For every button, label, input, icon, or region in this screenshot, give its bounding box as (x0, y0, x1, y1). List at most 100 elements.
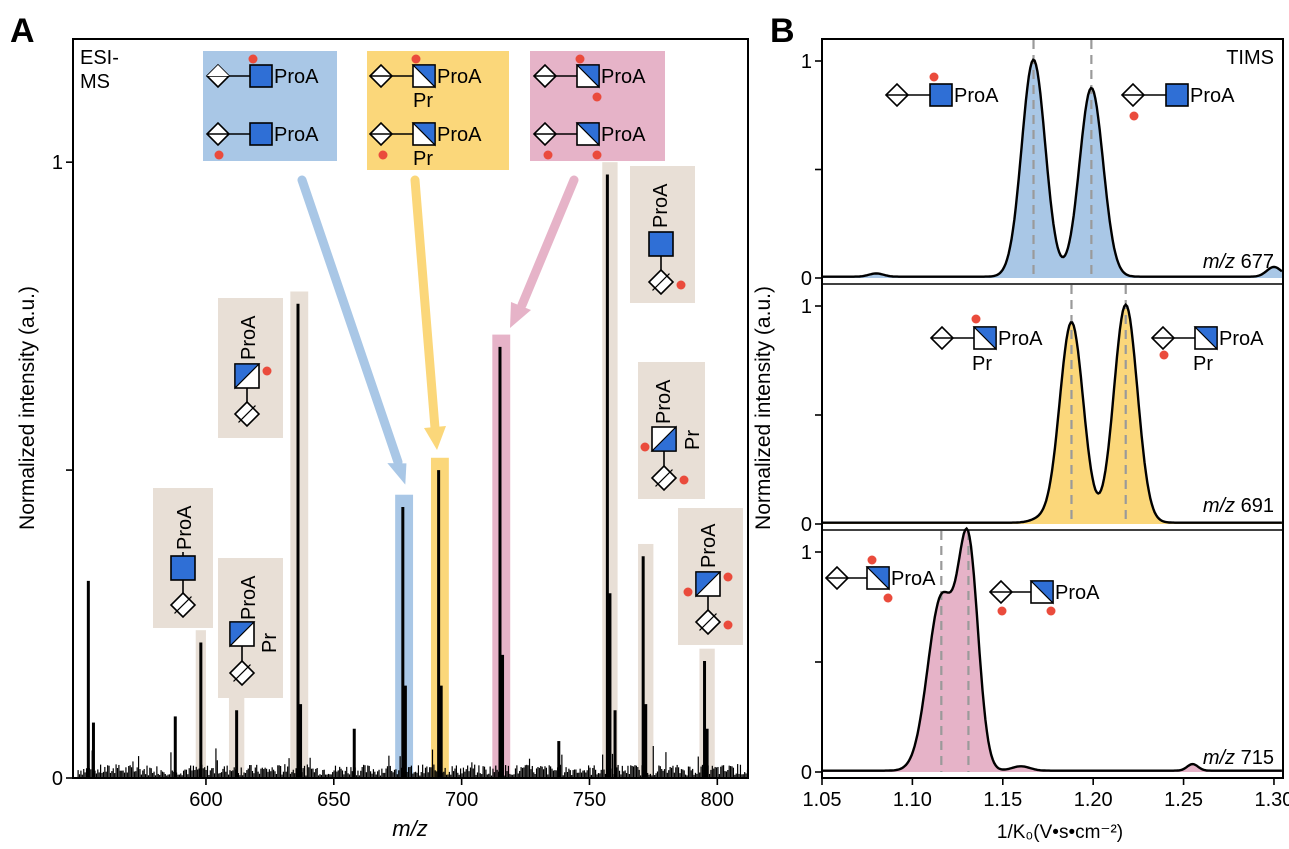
panel-b: B 1.05 1.10 1.15 1.20 1.25 1.30 0 1 0 1 0 1 Normal… (752, 12, 1289, 843)
x-axis-label-a: m/z (392, 816, 427, 841)
fucose-dot (723, 620, 733, 630)
glycan-blue-1: ProA (205, 54, 319, 89)
x-tick-label: 1.25 (1164, 789, 1203, 811)
proa-label: ProA (1219, 328, 1264, 350)
tims-curve (822, 58, 1283, 278)
fucose-dot (676, 280, 686, 290)
x-tick-label: 600 (189, 789, 222, 811)
proa-label: ProA (998, 328, 1043, 350)
tims-curve (822, 526, 1282, 772)
glycan-pink-1: ProA (532, 54, 646, 102)
peak-label-636: ProA (218, 298, 283, 438)
proa-label: ProA (650, 183, 672, 228)
y-axis-label-a: Normalized intensity (a.u.) (16, 286, 39, 530)
fucose-dot (1046, 606, 1056, 616)
y-axis-label-b: Normalized intensity (a.u.) (752, 286, 775, 530)
proa-label: ProA (601, 124, 646, 146)
mz-label-691: m/z 691 (1203, 495, 1274, 517)
proa-label: ProA (1055, 582, 1100, 604)
glycan-blue-2: ProA (205, 121, 319, 160)
tims-area (822, 59, 1283, 278)
y-ticks-b: 0 1 0 1 0 1 (801, 51, 822, 784)
y-tick-label: 1 (801, 51, 812, 73)
fucose-dot (997, 606, 1007, 616)
pr-label: Pr (972, 353, 992, 375)
proa-label: ProA (1190, 85, 1235, 107)
x-tick-label: 650 (317, 789, 350, 811)
esi-label-line2: MS (80, 71, 110, 93)
y-tick-label: 1 (801, 542, 812, 564)
fucose-dot (971, 314, 981, 324)
glycan-b2-left: ProA Pr (929, 314, 1043, 375)
fucose-dot (592, 150, 602, 160)
y-tick-label: 0 (801, 762, 812, 784)
glycan-pink-2: ProA (532, 121, 646, 160)
proa-label: ProA (238, 575, 260, 620)
peak-label-795: ProA (678, 508, 743, 645)
mz-value: 691 (1241, 495, 1274, 517)
glycan-yellow-2: ProA Pr (368, 121, 482, 170)
mz-prefix: m/z (1203, 747, 1235, 769)
mz-prefix: m/z (1203, 251, 1235, 273)
pr-label: Pr (259, 633, 281, 653)
tims-subplot-715 (822, 526, 1283, 772)
tims-area (822, 528, 1283, 772)
mz-value: 715 (1241, 747, 1274, 769)
x-tick-label: 700 (445, 789, 478, 811)
proa-label: ProA (274, 124, 319, 146)
y-tick-label: 0 (801, 268, 812, 290)
x-tick-label: 1.30 (1254, 789, 1289, 811)
peak-label-598: ProA (153, 488, 213, 628)
legend-box-yellow (367, 51, 509, 170)
proa-label: ProA (174, 505, 196, 550)
fucose-dot (378, 150, 388, 160)
glycan-b1-right: ProA (1120, 82, 1235, 121)
axes-frame-a (72, 38, 749, 779)
tims-subplot-677 (822, 40, 1283, 278)
arrow-pink (510, 175, 579, 328)
fucose-dot (929, 72, 939, 82)
mass-spectrum (77, 174, 749, 778)
proa-label: ProA (891, 568, 936, 590)
proa-label: ProA (601, 66, 646, 88)
arrow-yellow (410, 175, 446, 450)
x-tick-label: 1.05 (803, 789, 842, 811)
panel-a-letter: A (10, 12, 35, 50)
fucose-dot (262, 366, 272, 376)
tims-label: TIMS (1226, 47, 1274, 69)
glycan-b1-left: ProA (884, 72, 999, 108)
glycan-b3-left: ProA (824, 555, 936, 603)
fucose-dot (867, 555, 877, 565)
tims-curve (822, 302, 1282, 524)
x-tick-label: 1.10 (893, 789, 932, 811)
fucose-dot (679, 475, 689, 485)
x-tick-label: 1.20 (1074, 789, 1113, 811)
x-tick-label: 800 (701, 789, 734, 811)
fucose-dot (543, 150, 553, 160)
fucose-dot (592, 92, 602, 102)
x-tick-label: 750 (573, 789, 606, 811)
peak-label-771: ProA Pr (638, 362, 705, 499)
glycan-b3-right: ProA (988, 579, 1100, 616)
fucose-dot (214, 150, 224, 160)
tims-area (822, 304, 1283, 524)
peak-label-757: ProA (630, 166, 695, 303)
fucose-dot (575, 54, 585, 64)
fucose-dot (411, 54, 421, 64)
mz-value: 677 (1241, 251, 1274, 273)
esi-label-line1: ESI- (80, 47, 119, 69)
proa-label: ProA (274, 66, 319, 88)
proa-label: ProA (437, 66, 482, 88)
proa-label: ProA (238, 315, 260, 360)
x-ticks-a: 600 650 700 750 800 (189, 778, 734, 811)
x-axis-label-b: 1/K₀(V•s•cm⁻²) (997, 822, 1123, 843)
mz-prefix: m/z (1203, 495, 1235, 517)
proa-label: ProA (954, 85, 999, 107)
y-tick-label: 0 (801, 514, 812, 536)
y-tick-label: 1 (801, 296, 812, 318)
proa-label: ProA (698, 523, 720, 568)
pr-label: Pr (682, 430, 704, 450)
proa-label: ProA (437, 124, 482, 146)
fucose-dot (883, 593, 893, 603)
